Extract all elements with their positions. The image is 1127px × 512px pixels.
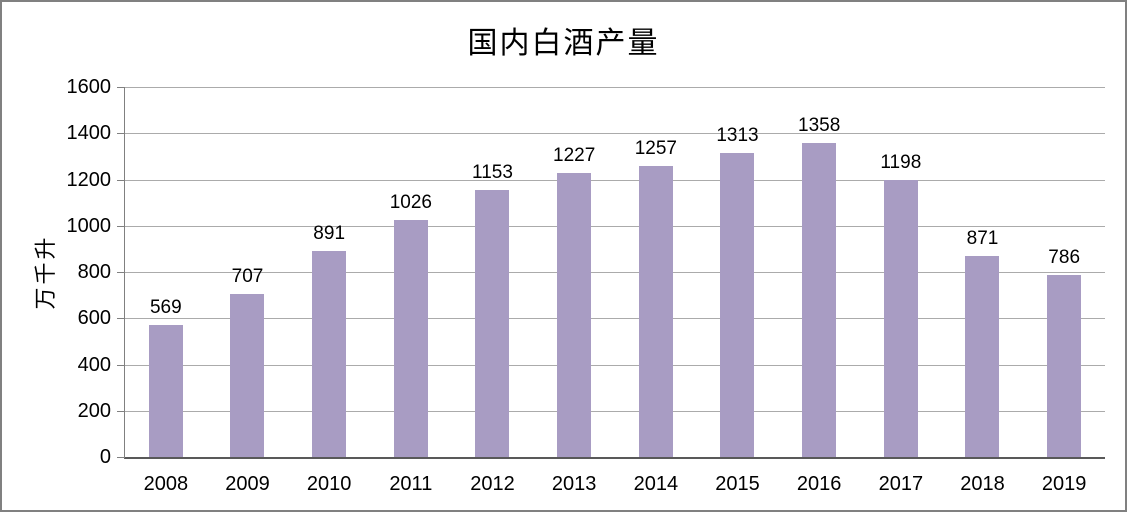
x-tick-label: 2018 [960,473,1005,495]
bar [802,142,837,457]
bar-value-label: 1358 [798,114,841,136]
bar-slot: 1153 [452,87,534,457]
y-tick-label: 400 [77,353,111,376]
bar-slot: 891 [288,87,370,457]
bar-slot: 1358 [778,87,860,457]
bar-slot: 871 [942,87,1024,457]
x-tick-label: 2012 [470,473,515,495]
x-tick-label: 2009 [225,473,270,495]
bar-slot: 786 [1023,87,1105,457]
bar [312,250,347,457]
y-tick-label: 0 [99,446,111,468]
bar [557,173,592,457]
bar-slot: 569 [125,87,207,457]
y-axis-tick [117,225,125,227]
bar-slot: 1198 [860,87,942,457]
y-tick-label: 600 [77,307,111,330]
x-tick-label: 2011 [389,473,433,495]
bar-value-label: 569 [149,297,182,319]
y-axis-tick [117,179,125,181]
y-axis-tick [117,410,125,412]
bar [230,293,265,457]
bar-slot: 1313 [697,87,779,457]
bar-value-label: 1313 [716,125,759,147]
x-tick-label: 2013 [551,473,597,495]
gridline [125,410,1105,412]
bar-value-label: 786 [1048,247,1081,269]
bar-value-label: 1257 [634,138,677,160]
bar-slot: 1227 [533,87,615,457]
gridline [125,179,1105,181]
x-tick-label: 2010 [306,473,352,495]
y-axis-tick [117,457,125,458]
y-tick-label: 1200 [66,168,112,191]
x-tick-label: 2019 [1041,473,1087,495]
bar [148,325,183,457]
y-axis-tick [117,364,125,366]
bar [475,190,510,457]
bar-slot: 1257 [615,87,697,457]
x-tick-label: 2017 [878,473,924,495]
bar-slot: 1026 [370,87,452,457]
y-tick-label: 200 [77,399,111,422]
bar [965,255,1000,457]
y-axis-tick [117,133,125,135]
bar-slot: 707 [207,87,289,457]
bar-value-label: 1153 [472,162,513,184]
bar [638,166,673,457]
bar-value-label: 871 [966,227,999,249]
bar [393,219,428,457]
bar [883,179,918,457]
gridline [125,133,1105,135]
x-tick-label: 2015 [715,473,760,495]
gridline [125,318,1105,320]
y-axis-tick [117,87,125,88]
bar [1047,275,1082,457]
bar-value-label: 1026 [389,191,432,213]
y-tick-label: 800 [77,261,111,283]
gridline [125,87,1105,88]
chart-title: 国内白酒产量 [467,27,660,60]
x-tick-label: 2016 [796,473,842,495]
x-tick-label: 2014 [633,473,679,495]
bar-value-label: 1198 [880,151,922,173]
y-axis-tick [117,272,125,273]
gridline [125,272,1105,273]
bar-value-label: 891 [313,222,346,244]
x-tick-label: 2008 [143,473,189,495]
y-tick-label: 1000 [66,214,112,237]
gridline [125,225,1105,227]
y-tick-label: 1600 [66,76,112,98]
y-tick-label: 1400 [66,122,112,145]
gridline [125,364,1105,366]
y-axis-tick [117,318,125,320]
bar-value-label: 707 [231,265,264,287]
plot-area: 0 200 400 600 800 1000 1200 1400 1600 569 2008 707 2… [67,76,1105,495]
bar [720,153,755,457]
bar-value-label: 1227 [553,145,596,167]
